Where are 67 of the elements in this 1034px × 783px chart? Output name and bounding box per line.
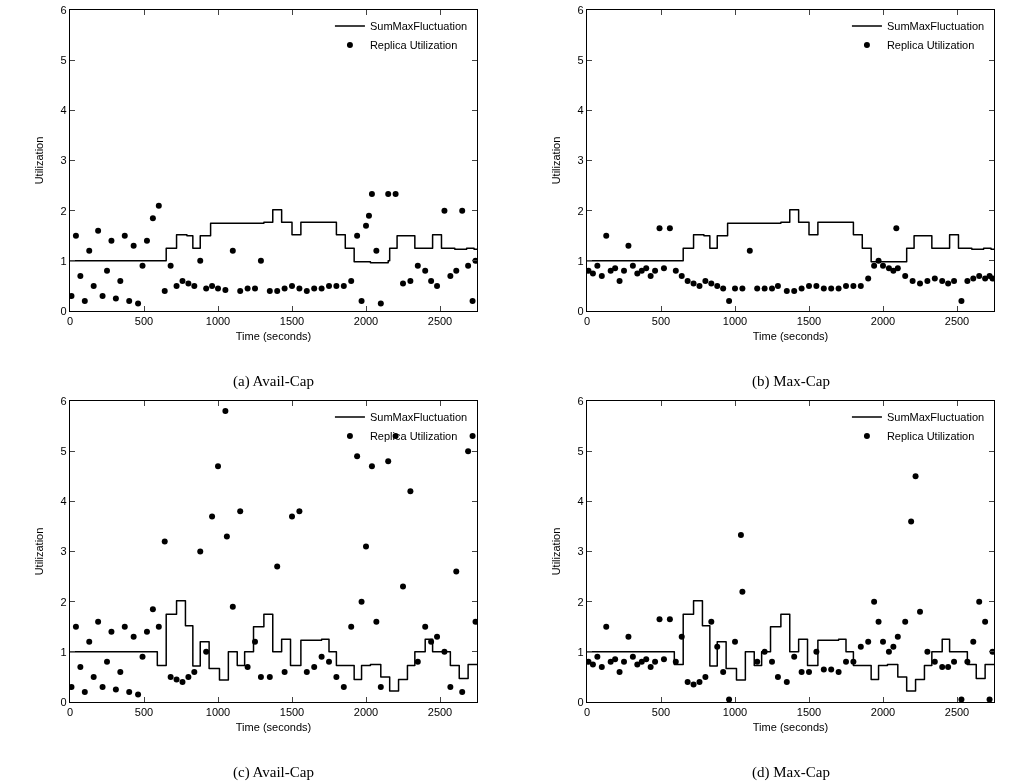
y-tick-label: 0	[577, 304, 584, 317]
y-tick-label: 3	[60, 545, 67, 558]
text: (a) Avail-Cap	[233, 373, 314, 390]
x-tick-label: 1500	[796, 315, 822, 328]
x-tick-label: 1500	[796, 706, 822, 719]
x-tick-label: 2000	[353, 706, 379, 719]
y-tick-label: 5	[60, 54, 67, 67]
legend-label: Replica Utilization	[886, 39, 975, 52]
y-tick-label: 3	[577, 545, 584, 558]
y-axis-title: Utilization	[33, 527, 46, 576]
y-tick-label: 5	[60, 445, 67, 458]
x-tick-label: 1000	[722, 315, 748, 328]
text: (c) Avail-Cap	[233, 764, 314, 781]
y-axis-title: Utilization	[550, 136, 563, 185]
x-tick-label: 2000	[870, 315, 896, 328]
y-tick-label: 1	[577, 254, 584, 267]
y-tick-label: 0	[577, 695, 584, 708]
y-tick-label: 0	[60, 304, 67, 317]
x-axis-title: Time (seconds)	[752, 330, 829, 343]
x-tick-label: 2500	[427, 706, 453, 719]
y-tick-label: 1	[60, 254, 67, 267]
y-tick-label: 6	[577, 3, 584, 16]
y-tick-label: 3	[577, 154, 584, 167]
y-axis-title: Utilization	[550, 527, 563, 576]
x-tick-label: 2500	[944, 706, 970, 719]
y-tick-label: 5	[577, 54, 584, 67]
x-tick-label: 2500	[944, 315, 970, 328]
y-tick-label: 6	[60, 394, 67, 407]
x-tick-label: 2000	[870, 706, 896, 719]
x-axis-title: Time (seconds)	[752, 721, 829, 734]
legend-label: SumMaxFluctuation	[886, 411, 985, 424]
y-axis-title: Utilization	[33, 136, 46, 185]
x-tick-label: 1000	[205, 315, 231, 328]
x-tick-label: 500	[651, 706, 671, 719]
y-tick-label: 4	[60, 104, 67, 117]
x-axis-title: Time (seconds)	[235, 721, 312, 734]
y-tick-label: 3	[60, 154, 67, 167]
y-tick-label: 6	[577, 394, 584, 407]
y-tick-label: 0	[60, 695, 67, 708]
x-tick-label: 500	[134, 315, 154, 328]
x-tick-label: 2500	[427, 315, 453, 328]
y-tick-label: 6	[60, 3, 67, 16]
y-tick-label: 4	[60, 495, 67, 508]
legend-label: Replica Utilization	[369, 39, 458, 52]
x-tick-label: 500	[134, 706, 154, 719]
legend-label: SumMaxFluctuation	[369, 411, 468, 424]
x-axis-title: Time (seconds)	[235, 330, 312, 343]
x-tick-label: 1000	[205, 706, 231, 719]
y-tick-label: 5	[577, 445, 584, 458]
legend-label: SumMaxFluctuation	[369, 20, 468, 33]
y-tick-label: 1	[60, 645, 67, 658]
legend-label: SumMaxFluctuation	[886, 20, 985, 33]
x-tick-label: 1500	[279, 706, 305, 719]
legend-label: Replica Utilization	[886, 430, 975, 443]
y-tick-label: 4	[577, 104, 584, 117]
x-tick-label: 2000	[353, 315, 379, 328]
y-tick-label: 4	[577, 495, 584, 508]
x-tick-label: 1500	[279, 315, 305, 328]
text: (b) Max-Cap	[752, 373, 830, 390]
y-tick-label: 2	[60, 595, 67, 608]
x-tick-label: 1000	[722, 706, 748, 719]
y-tick-label: 2	[577, 595, 584, 608]
y-tick-label: 1	[577, 645, 584, 658]
text: (d) Max-Cap	[752, 764, 830, 781]
y-tick-label: 2	[577, 204, 584, 217]
y-tick-label: 2	[60, 204, 67, 217]
x-tick-label: 500	[651, 315, 671, 328]
